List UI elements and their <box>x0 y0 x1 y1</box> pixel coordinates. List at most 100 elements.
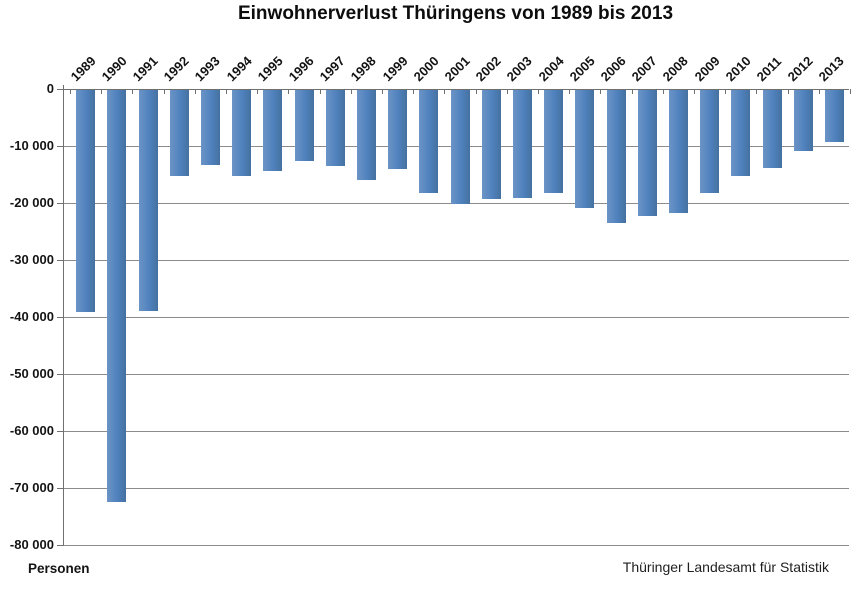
bar-1991 <box>138 90 158 312</box>
bar-2012 <box>793 90 813 151</box>
y-tick-label-0: 0 <box>46 81 54 96</box>
category-tick-1 <box>101 89 103 94</box>
bar-1996 <box>294 90 314 162</box>
category-tick-24 <box>818 89 820 94</box>
y-tick-label-5: -50 000 <box>9 366 54 381</box>
category-tick-12 <box>444 89 446 94</box>
bar-1999 <box>388 90 408 169</box>
bar-2010 <box>731 90 751 177</box>
y-tick-0 <box>57 89 63 90</box>
zero-baseline <box>63 89 849 90</box>
y-tick-5 <box>57 374 63 375</box>
category-label-2004: 2004 <box>535 53 567 85</box>
category-tick-0 <box>70 89 71 94</box>
bar-2004 <box>544 90 564 193</box>
category-tick-4 <box>194 89 196 94</box>
gridline-3 <box>63 260 849 261</box>
bar-2003 <box>512 90 532 199</box>
bar-1992 <box>169 90 189 176</box>
gridline-5 <box>63 374 849 375</box>
category-tick-19 <box>662 89 664 94</box>
y-tick-8 <box>57 545 63 546</box>
category-label-2003: 2003 <box>504 53 536 85</box>
category-tick-16 <box>569 89 571 94</box>
gridline-8 <box>63 545 849 546</box>
category-label-1990: 1990 <box>98 53 130 85</box>
category-tick-6 <box>257 89 259 94</box>
category-tick-9 <box>350 89 352 94</box>
bar-1990 <box>107 90 127 502</box>
y-tick-label-2: -20 000 <box>9 195 54 210</box>
y-tick-label-3: -30 000 <box>9 252 54 267</box>
category-label-2012: 2012 <box>784 53 816 85</box>
category-tick-5 <box>226 89 227 94</box>
category-label-2007: 2007 <box>628 53 660 85</box>
category-label-2000: 2000 <box>410 53 442 85</box>
bar-1995 <box>263 90 283 171</box>
bar-2008 <box>668 90 688 213</box>
bar-2009 <box>700 90 720 193</box>
category-label-2009: 2009 <box>691 53 723 85</box>
category-label-1995: 1995 <box>254 53 286 85</box>
category-label-1991: 1991 <box>129 53 161 85</box>
gridline-4 <box>63 317 849 318</box>
bar-2011 <box>762 90 782 169</box>
category-label-1993: 1993 <box>192 53 224 85</box>
y-tick-7 <box>57 488 63 489</box>
bar-1997 <box>325 90 345 166</box>
category-tick-21 <box>725 89 727 94</box>
y-tick-label-8: -80 000 <box>9 537 54 552</box>
y-tick-label-7: -70 000 <box>9 480 54 495</box>
bar-1994 <box>232 90 252 177</box>
bar-1993 <box>200 90 220 166</box>
bar-1989 <box>76 90 96 313</box>
category-label-2011: 2011 <box>753 53 785 85</box>
category-label-1999: 1999 <box>379 53 411 85</box>
category-label-2010: 2010 <box>722 53 754 85</box>
category-label-2002: 2002 <box>472 53 504 85</box>
bar-1998 <box>356 90 376 180</box>
y-tick-6 <box>57 431 63 432</box>
category-tick-3 <box>163 89 165 94</box>
category-tick-15 <box>538 89 539 94</box>
bar-2002 <box>481 90 501 200</box>
category-tick-18 <box>631 89 633 94</box>
category-tick-7 <box>288 89 290 94</box>
category-label-2013: 2013 <box>816 53 848 85</box>
bar-2005 <box>575 90 595 208</box>
source-credit: Thüringer Landesamt für Statistik <box>622 559 829 575</box>
y-tick-label-4: -40 000 <box>9 309 54 324</box>
bar-2001 <box>450 90 470 204</box>
category-label-2006: 2006 <box>597 53 629 85</box>
chart-title: Einwohnerverlust Thüringens von 1989 bis… <box>237 3 674 24</box>
bar-2006 <box>606 90 626 223</box>
category-label-1992: 1992 <box>160 53 192 85</box>
category-tick-23 <box>787 89 789 94</box>
category-label-1997: 1997 <box>316 53 348 85</box>
category-label-1996: 1996 <box>285 53 317 85</box>
category-tick-8 <box>319 89 321 94</box>
y-tick-1 <box>57 146 63 147</box>
category-label-1998: 1998 <box>348 53 380 85</box>
category-label-2001: 2001 <box>441 53 473 85</box>
category-label-1994: 1994 <box>223 53 255 85</box>
category-tick-13 <box>475 89 477 94</box>
y-axis-unit-label: Personen <box>28 561 90 576</box>
y-tick-label-1: -10 000 <box>9 138 54 153</box>
category-tick-14 <box>506 89 508 94</box>
y-tick-label-6: -60 000 <box>9 423 54 438</box>
category-tick-17 <box>600 89 602 94</box>
category-tick-11 <box>413 89 415 94</box>
gridline-7 <box>63 488 849 489</box>
gridline-6 <box>63 431 849 432</box>
y-tick-4 <box>57 317 63 318</box>
category-label-1989: 1989 <box>67 53 99 85</box>
bar-2007 <box>637 90 657 216</box>
category-tick-2 <box>132 89 134 94</box>
category-tick-20 <box>694 89 695 94</box>
category-label-2008: 2008 <box>660 53 692 85</box>
category-tick-10 <box>382 89 383 94</box>
category-label-2005: 2005 <box>566 53 598 85</box>
bar-2013 <box>824 90 844 143</box>
